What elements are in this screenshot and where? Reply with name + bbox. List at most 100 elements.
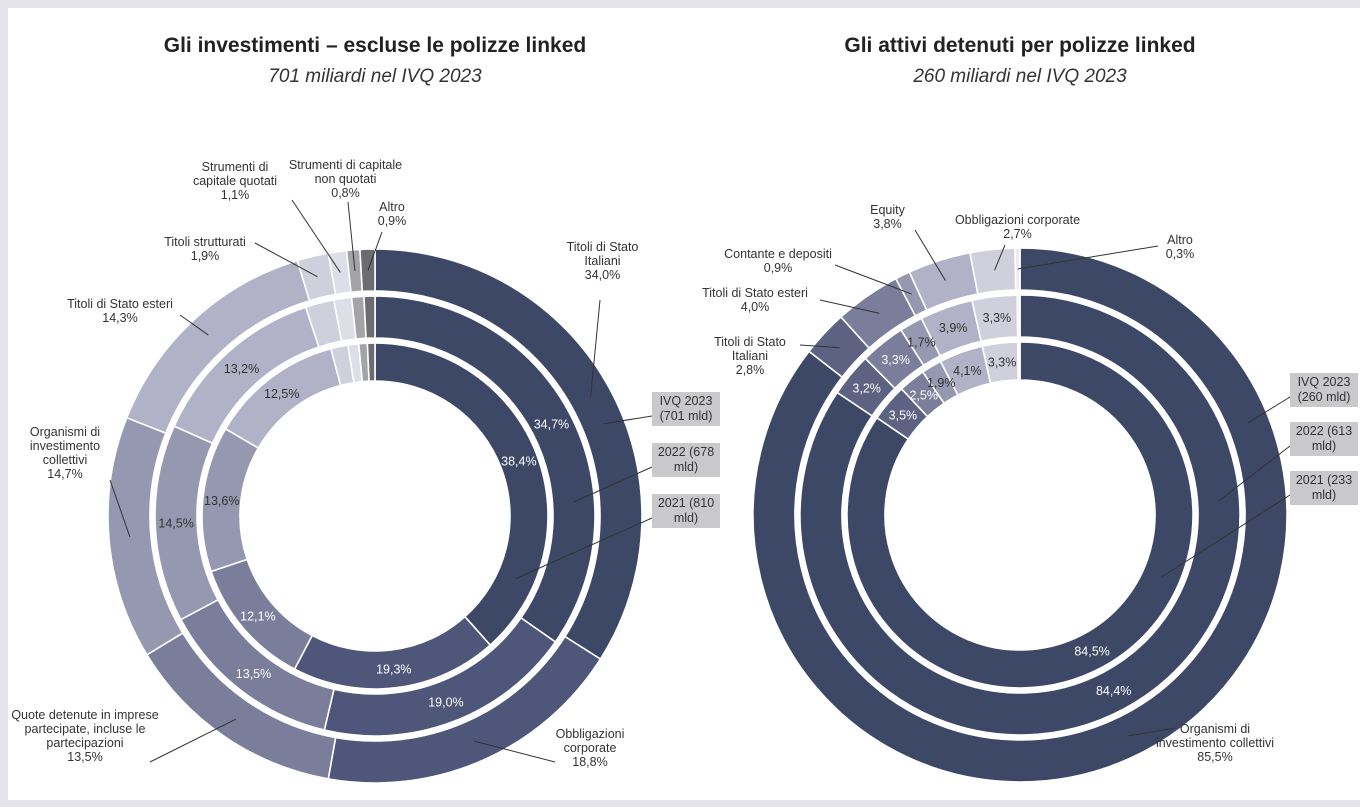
category-name: Organismi di investimento collettivi [1155, 722, 1275, 750]
value-label: 84,4% [1096, 684, 1131, 698]
value-label: 3,3% [988, 356, 1017, 370]
chart-title: Gli attivi detenuti per polizze linked [844, 34, 1195, 57]
category-name: Titoli di Stato esteri [702, 286, 808, 300]
series-label: 2022 (613 mld) [1290, 422, 1358, 456]
series-label: 2021 (810 mld) [652, 494, 720, 528]
value-label: 1,1% [220, 188, 250, 202]
leader-line [149, 718, 237, 763]
leader-line [291, 199, 341, 273]
category-label: Altro 0,3% [1145, 233, 1215, 261]
category-label: Strumenti di capitale non quotati 0,8% [283, 158, 408, 200]
category-label: Titoli di Stato esteri 14,3% [55, 297, 185, 325]
chart-title: Gli investimenti – escluse le polizze li… [164, 34, 586, 57]
category-name: Altro [1167, 233, 1193, 247]
donut-slice [374, 342, 549, 647]
leader-line [109, 479, 131, 538]
series-label: 2021 (233 mld) [1290, 471, 1358, 505]
category-label: Equity 3,8% [855, 203, 920, 231]
category-label: Strumenti di capitale quotati 1,1% [180, 160, 290, 202]
value-label: 34,0% [584, 268, 621, 282]
chart-subtitle: 260 miliardi nel IVQ 2023 [912, 66, 1127, 87]
value-label: 0,9% [763, 261, 793, 275]
value-label: 13,6% [204, 494, 239, 508]
value-label: 13,5% [236, 667, 271, 681]
donut-slice [969, 247, 1017, 295]
value-label: 18,8% [572, 755, 608, 769]
value-label: 34,7% [534, 417, 569, 431]
leader-line [347, 201, 356, 271]
value-label: 14,3% [102, 311, 138, 325]
category-name: Titoli di Stato Italiani [714, 335, 786, 363]
category-label: Titoli strutturati 1,9% [150, 235, 260, 263]
category-name: Quote detenute in imprese partecipate, i… [11, 708, 159, 750]
value-label: 0,3% [1165, 247, 1195, 261]
category-label: Organismi di investimento collettivi 14,7… [10, 425, 120, 481]
series-label: 2022 (678 mld) [652, 443, 720, 477]
category-label: Titoli di Stato esteri 4,0% [680, 286, 830, 314]
donut-slice [1016, 294, 1021, 338]
category-name: Titoli di Stato Italiani [566, 240, 639, 268]
donut-slice [363, 295, 376, 340]
value-label: 3,2% [852, 382, 881, 396]
category-label: Altro 0,9% [368, 200, 416, 228]
leader-line [1247, 396, 1291, 424]
leader-line [254, 242, 318, 278]
leader-line [994, 244, 1006, 271]
leader-line [573, 466, 653, 503]
value-label: 85,5% [1197, 750, 1233, 764]
leader-line [179, 314, 209, 336]
value-label: 19,3% [376, 662, 411, 676]
leader-line [473, 740, 556, 763]
donut-slice [1014, 247, 1021, 291]
category-name: Equity [870, 203, 905, 217]
value-label: 1,9% [190, 249, 220, 263]
donut-slice [752, 247, 1288, 783]
leader-line [834, 264, 912, 295]
value-label: 2,8% [735, 363, 765, 377]
leader-line [819, 299, 880, 314]
donut-slice [359, 248, 376, 293]
category-label: Organismi di investimento collettivi 85,5… [1145, 722, 1285, 764]
value-label: 2,5% [909, 388, 938, 402]
category-name: Titoli strutturati [164, 235, 246, 249]
category-label: Quote detenute in imprese partecipate, i… [10, 708, 160, 764]
value-label: 13,2% [224, 362, 259, 376]
value-label: 2,7% [1003, 227, 1032, 241]
category-name: Titoli di Stato esteri [67, 297, 173, 311]
category-label: Obbligazioni corporate 18,8% [540, 727, 640, 769]
value-label: 4,1% [953, 364, 982, 378]
category-name: Obbligazioni corporate [555, 727, 625, 755]
chart-subtitle: 701 miliardi nel IVQ 2023 [268, 66, 482, 87]
value-label: 0,8% [331, 186, 360, 200]
leader-line [515, 517, 653, 580]
value-label: 12,5% [264, 387, 299, 401]
value-label: 84,5% [1074, 645, 1109, 659]
value-label: 14,7% [47, 467, 83, 481]
category-name: Strumenti di capitale non quotati [288, 158, 403, 186]
leader-line [1218, 445, 1291, 502]
leader-line [590, 299, 601, 398]
value-label: 19,0% [428, 695, 463, 709]
value-label: 3,8% [873, 217, 902, 231]
value-label: 13,5% [67, 750, 103, 764]
category-name: Altro [379, 200, 405, 214]
value-label: 3,3% [983, 311, 1012, 325]
value-label: 12,1% [240, 610, 275, 624]
value-label: 1,7% [907, 336, 936, 350]
leader-line [367, 231, 383, 271]
category-name: Obbligazioni corporate [954, 213, 1081, 227]
leader-line [1017, 245, 1159, 270]
donut-slice [846, 341, 1194, 689]
leader-line [799, 344, 840, 349]
donut-slice [1017, 341, 1021, 381]
value-label: 4,0% [740, 300, 770, 314]
leader-line [914, 229, 946, 281]
value-label: 0,9% [377, 214, 407, 228]
category-label: Titoli di Stato Italiani 34,0% [555, 240, 650, 282]
category-name: Contante e depositi [724, 247, 832, 261]
category-label: Contante e depositi 0,9% [708, 247, 848, 275]
value-label: 3,9% [939, 321, 968, 335]
category-label: Obbligazioni corporate 2,7% [935, 213, 1100, 241]
donut-slice [366, 342, 376, 382]
